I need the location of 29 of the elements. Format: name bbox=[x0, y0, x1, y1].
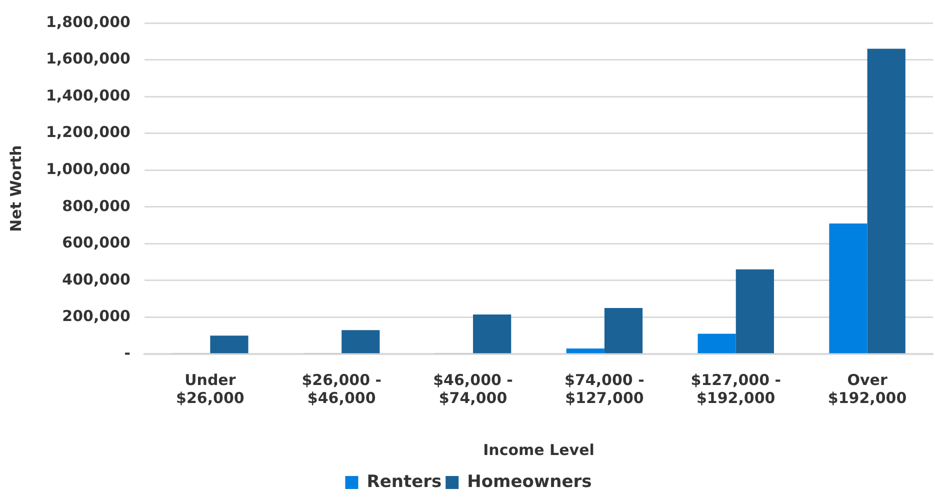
x-tick-label: $26,000 - $46,000 bbox=[302, 370, 382, 407]
bar bbox=[342, 330, 380, 354]
bar bbox=[604, 308, 643, 354]
y-tick-label: - bbox=[124, 344, 130, 362]
y-tick-label: 800,000 bbox=[62, 196, 130, 215]
y-tick-label: 1,600,000 bbox=[46, 50, 130, 68]
x-tick-label: $127,000 - $192,000 bbox=[690, 370, 781, 407]
legend-label: Renters bbox=[366, 472, 442, 492]
y-tick-label: 1,000,000 bbox=[46, 160, 130, 178]
bar bbox=[867, 48, 906, 354]
y-tick-label: 1,400,000 bbox=[46, 86, 130, 104]
y-axis-title: Net Worth bbox=[6, 145, 25, 232]
y-tick-label: 1,800,000 bbox=[46, 12, 130, 31]
y-tick-label: 1,200,000 bbox=[46, 123, 130, 142]
x-tick-label: Over $192,000 bbox=[828, 370, 907, 407]
bar bbox=[566, 348, 604, 354]
x-axis-title: Income Level bbox=[483, 440, 594, 459]
bar bbox=[698, 334, 736, 354]
bar bbox=[736, 269, 774, 354]
x-tick-label: Under $26,000 bbox=[176, 370, 244, 407]
x-tick-label: $74,000 - $127,000 bbox=[564, 370, 644, 407]
bar bbox=[829, 223, 868, 354]
bar bbox=[210, 336, 248, 354]
bar bbox=[473, 314, 512, 354]
y-tick-label: 400,000 bbox=[62, 270, 130, 288]
legend-label: Homeowners bbox=[467, 472, 592, 492]
y-tick-label: 200,000 bbox=[62, 307, 130, 326]
y-tick-label: 600,000 bbox=[62, 234, 130, 252]
x-tick-label: $46,000 - $74,000 bbox=[433, 370, 513, 407]
